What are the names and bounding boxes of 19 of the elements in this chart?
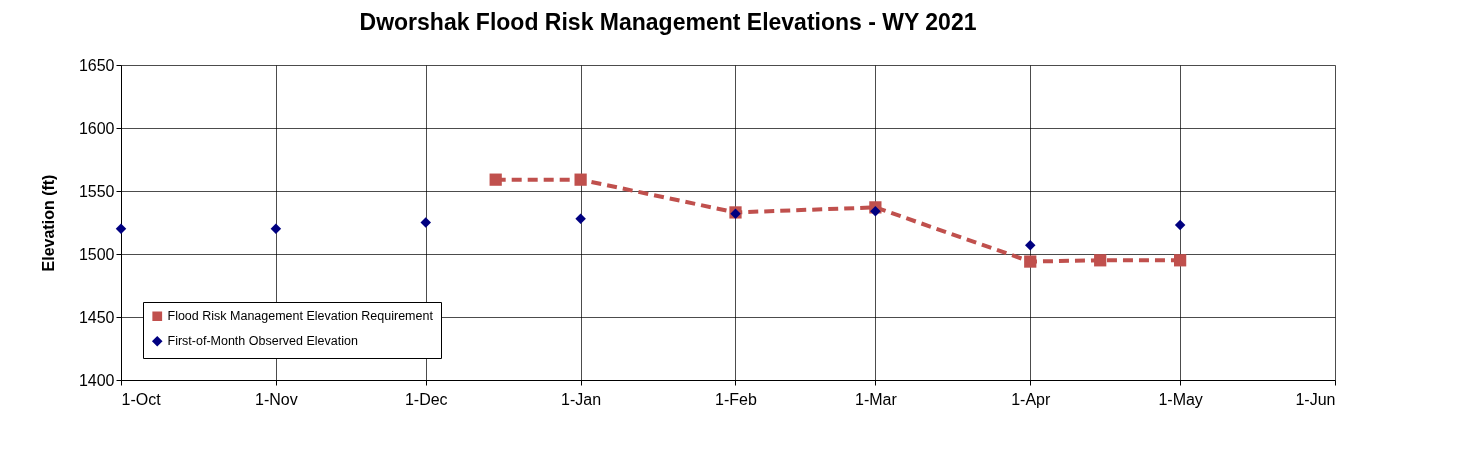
y-tick-label: 1650 [78,56,115,74]
x-tick-label: 1-May [1158,390,1203,408]
x-tick-label: 1-Apr [1011,390,1051,408]
y-tick-label: 1600 [78,119,115,137]
x-tick-label: 1-Oct [121,390,162,408]
chart-title: Dworshak Flood Risk Management Elevations - WY 2021 [359,9,977,35]
y-tick-label: 1400 [78,371,115,389]
x-tick-label: 1-Mar [854,390,898,408]
x-tick-label: 1-Dec [404,390,448,408]
y-tick-label: 1500 [78,245,115,263]
x-tick-label: 1-Nov [255,390,298,408]
legend-label: Flood Risk Management Elevation Requirement [167,309,434,324]
y-tick-label: 1450 [78,308,115,326]
x-tick-label: 1-Jan [561,390,602,408]
y-tick-label: 1550 [78,182,115,200]
y-axis-title: Elevation (ft) [39,174,57,272]
x-tick-label: 1-Feb [715,390,757,408]
legend-label: First-of-Month Observed Elevation [167,334,358,349]
x-tick-label: 1-Jun [1295,390,1336,408]
